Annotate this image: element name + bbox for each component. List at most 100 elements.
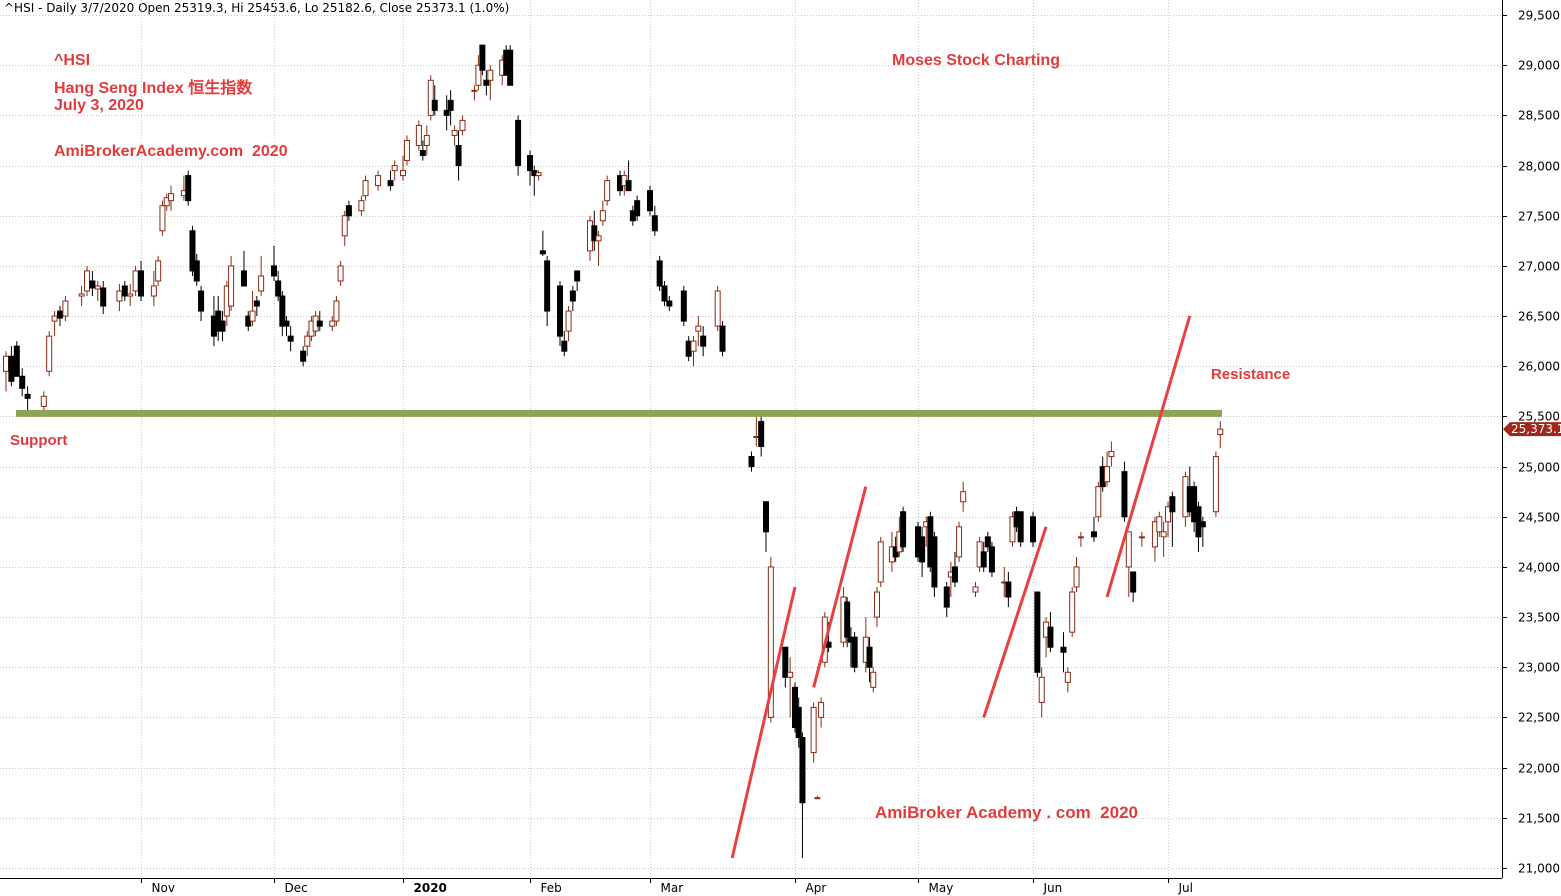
candle-down bbox=[1191, 481, 1198, 532]
candle-body bbox=[13, 345, 20, 377]
brand-label: Moses Stock Charting bbox=[892, 52, 1061, 69]
candle-body bbox=[185, 175, 192, 202]
candle-up bbox=[358, 195, 365, 216]
candle-up bbox=[1138, 531, 1145, 547]
candle-body bbox=[984, 536, 991, 548]
date-label: July 3, 2020 bbox=[54, 97, 144, 114]
candle-up bbox=[116, 283, 123, 312]
candle-down bbox=[287, 326, 294, 352]
candle-up bbox=[1095, 481, 1102, 522]
candle-down bbox=[700, 326, 707, 357]
y-tick-label: 23,500 bbox=[1518, 611, 1560, 625]
y-tick-label: 25,000 bbox=[1518, 461, 1560, 475]
candle-body bbox=[1090, 531, 1097, 538]
candle-up bbox=[329, 316, 336, 332]
candle-body bbox=[1108, 451, 1115, 458]
candle-body bbox=[661, 285, 668, 302]
candle-body bbox=[415, 124, 422, 146]
candle-down bbox=[651, 205, 658, 236]
candle-up bbox=[471, 85, 478, 101]
candle-up bbox=[163, 193, 170, 211]
candle-body bbox=[1038, 676, 1045, 703]
candle-up bbox=[818, 697, 825, 728]
candle-body bbox=[78, 293, 85, 297]
candle-down bbox=[647, 185, 653, 216]
candle-body bbox=[634, 200, 641, 217]
y-tick-label: 21,000 bbox=[1518, 862, 1560, 876]
candle-body bbox=[40, 395, 47, 407]
candle-body bbox=[647, 190, 653, 212]
candle-up bbox=[150, 270, 157, 307]
candle-down bbox=[988, 541, 995, 577]
candle-body bbox=[193, 260, 200, 282]
candle-down bbox=[253, 296, 260, 317]
candle-body bbox=[487, 69, 494, 81]
overlays: 25,373.1 bbox=[16, 315, 1561, 859]
candle-body bbox=[1160, 531, 1167, 538]
x-tick-label: Apr bbox=[806, 881, 827, 895]
candle-body bbox=[988, 546, 995, 573]
candle-up bbox=[565, 306, 572, 342]
trend-line bbox=[730, 586, 797, 859]
candle-up bbox=[51, 311, 58, 337]
candle-body bbox=[874, 591, 880, 618]
candle-down bbox=[455, 130, 462, 181]
candle-body bbox=[57, 310, 63, 319]
candle-body bbox=[479, 44, 486, 71]
candle-body bbox=[557, 285, 563, 337]
candle-up bbox=[1009, 511, 1016, 547]
candle-body bbox=[814, 797, 821, 800]
candle-body bbox=[471, 89, 478, 92]
candle-down bbox=[685, 336, 692, 362]
candles bbox=[3, 44, 1224, 858]
candle-body bbox=[451, 129, 458, 136]
candle-body bbox=[155, 260, 162, 282]
candle-down bbox=[574, 270, 581, 291]
candle-down bbox=[763, 501, 769, 552]
candle-down bbox=[900, 506, 907, 552]
grid bbox=[0, 0, 1502, 878]
candle-body bbox=[810, 706, 817, 754]
chart-header: ^HSI - Daily 3/7/2020 Open 25319.3, Hi 2… bbox=[4, 1, 510, 15]
last-price-marker bbox=[1503, 422, 1561, 437]
candle-down bbox=[219, 311, 226, 342]
x-tick-label: Feb bbox=[541, 881, 562, 895]
x-tick-label: Dec bbox=[285, 881, 308, 895]
candle-down bbox=[561, 331, 568, 357]
candle-body bbox=[431, 99, 438, 111]
y-tick-label: 25,500 bbox=[1518, 410, 1560, 424]
candle-body bbox=[515, 119, 522, 167]
candle-up bbox=[814, 795, 821, 800]
candle-up bbox=[127, 283, 134, 307]
candle-down bbox=[198, 285, 205, 322]
candle-down bbox=[1005, 571, 1012, 608]
candle-body bbox=[714, 290, 721, 327]
trend-line bbox=[812, 486, 868, 688]
candle-up bbox=[451, 125, 458, 146]
candle-up bbox=[960, 481, 967, 512]
y-tick-label: 29,500 bbox=[1518, 9, 1560, 23]
candle-body bbox=[1125, 531, 1132, 568]
candle-down bbox=[316, 311, 323, 332]
candle-body bbox=[1121, 471, 1128, 518]
candle-body bbox=[866, 646, 873, 668]
candle-down bbox=[1169, 491, 1176, 547]
candle-down bbox=[1047, 612, 1054, 653]
candle-body bbox=[539, 250, 546, 255]
y-tick-label: 28,500 bbox=[1518, 109, 1560, 123]
candle-body bbox=[333, 300, 340, 322]
candle-down bbox=[719, 321, 726, 357]
candle-down bbox=[13, 341, 20, 377]
candle-body bbox=[951, 566, 958, 583]
x-tick-label: Nov bbox=[152, 881, 175, 895]
candle-body bbox=[391, 165, 398, 172]
candle-body bbox=[459, 119, 466, 131]
candle-down bbox=[557, 280, 563, 347]
candle-up bbox=[1125, 531, 1132, 598]
support-label: Support bbox=[10, 432, 68, 449]
candle-up bbox=[341, 210, 348, 246]
candle-body bbox=[198, 290, 205, 312]
candle-body bbox=[851, 636, 858, 668]
